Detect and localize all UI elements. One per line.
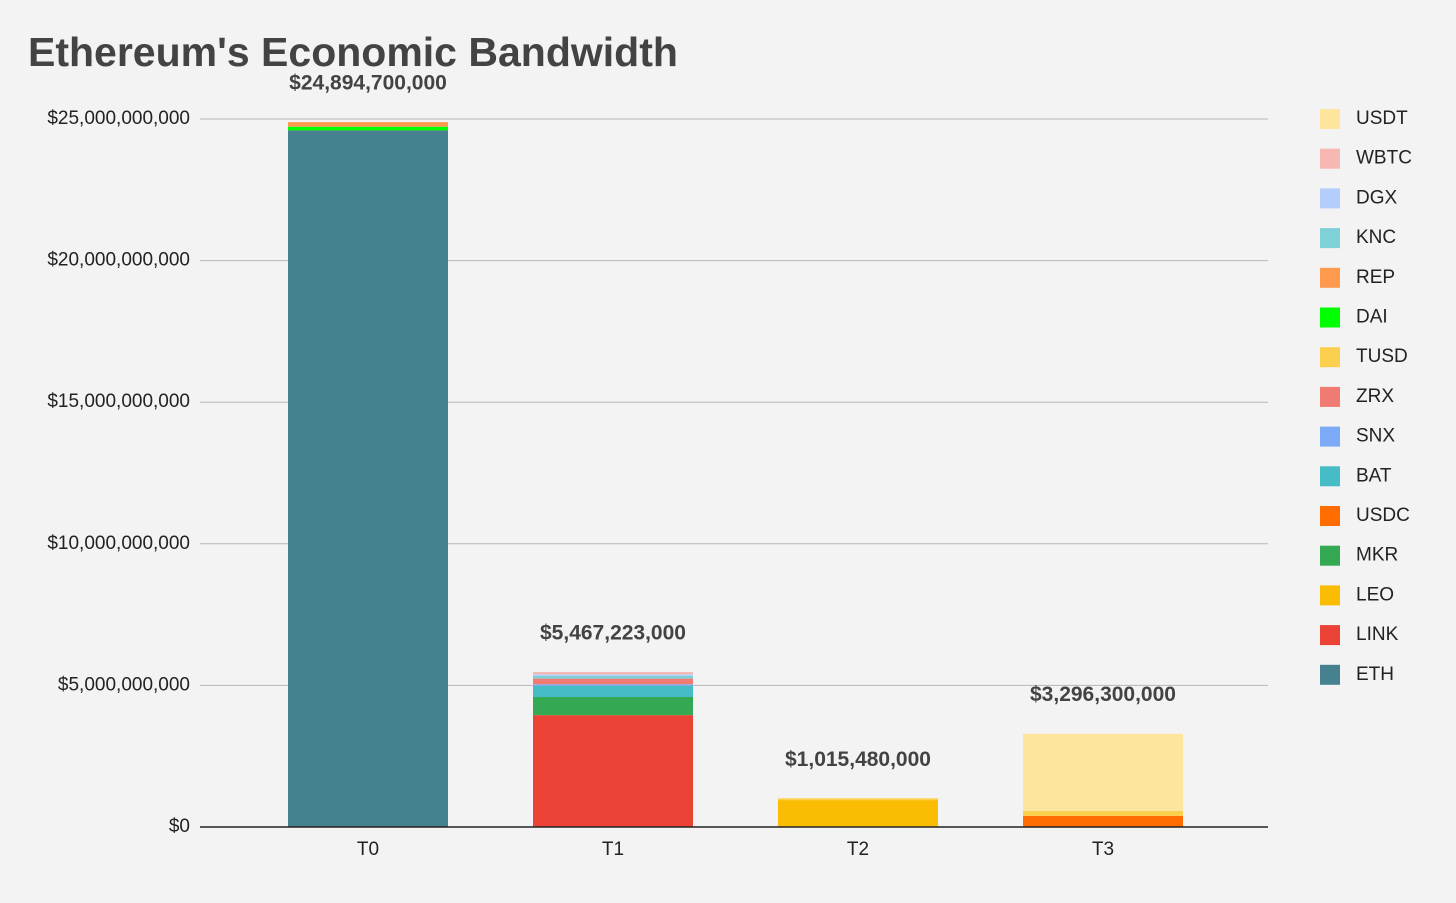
legend-swatch (1320, 148, 1340, 169)
legend-label: ZRX (1356, 386, 1394, 407)
legend-label: DAI (1356, 307, 1388, 328)
bar-segment (1023, 733, 1183, 811)
legend-swatch (1320, 426, 1340, 447)
legend-swatch (1320, 228, 1340, 249)
legend-swatch (1320, 466, 1340, 487)
legend-swatch (1320, 109, 1340, 129)
total-label: $24,894,700,000 (289, 72, 447, 95)
y-tick-label: $20,000,000,000 (47, 250, 190, 271)
bar-segment (288, 122, 448, 127)
y-tick-label: $10,000,000,000 (47, 533, 190, 554)
legend-label: MKR (1356, 545, 1398, 566)
bar-segment (778, 800, 938, 827)
legend-label: BAT (1356, 465, 1392, 486)
bar-segment (533, 715, 693, 827)
legend-label: USDT (1356, 108, 1408, 129)
bar-segment (288, 130, 448, 827)
total-label: $5,467,223,000 (540, 622, 686, 645)
legend-swatch (1320, 386, 1340, 407)
legend-label: USDC (1356, 505, 1410, 526)
legend-swatch (1320, 506, 1340, 526)
bar-segment (533, 685, 693, 698)
bar-segment (533, 697, 693, 716)
legend-label: DGX (1356, 187, 1398, 208)
total-label: $3,296,300,000 (1030, 683, 1176, 706)
legend-label: KNC (1356, 227, 1396, 248)
bar-segment (1023, 815, 1183, 827)
bar-segment (533, 675, 693, 679)
bar-segment (778, 798, 938, 801)
y-tick-label: $25,000,000,000 (47, 108, 190, 129)
bar-segment (533, 678, 693, 685)
y-tick-label: $15,000,000,000 (47, 391, 190, 412)
y-tick-label: $5,000,000,000 (58, 674, 190, 695)
bar-segment (533, 684, 693, 686)
x-tick-label: T0 (357, 839, 379, 860)
bar-segment (288, 126, 448, 131)
bar-segment (1023, 810, 1183, 816)
legend-label: REP (1356, 267, 1395, 288)
legend-swatch (1320, 545, 1340, 566)
legend-label: TUSD (1356, 346, 1408, 367)
y-tick-label: $0 (169, 816, 190, 837)
x-tick-label: T2 (847, 839, 869, 860)
bar-segment (533, 672, 693, 675)
total-label: $1,015,480,000 (785, 748, 931, 771)
legend-swatch (1320, 664, 1340, 685)
legend-swatch (1320, 188, 1340, 209)
chart-title: Ethereum's Economic Bandwidth (28, 29, 678, 75)
x-tick-label: T3 (1092, 839, 1114, 860)
bar-segment (533, 674, 693, 676)
legend-swatch (1320, 625, 1340, 646)
legend-swatch (1320, 347, 1340, 368)
legend-swatch (1320, 307, 1340, 328)
legend-label: WBTC (1356, 148, 1412, 169)
legend-label: ETH (1356, 664, 1394, 685)
legend-label: LINK (1356, 624, 1399, 645)
legend-swatch (1320, 585, 1340, 606)
legend-label: LEO (1356, 584, 1394, 605)
legend-swatch (1320, 267, 1340, 288)
x-tick-label: T1 (602, 839, 624, 860)
legend-label: SNX (1356, 426, 1395, 447)
